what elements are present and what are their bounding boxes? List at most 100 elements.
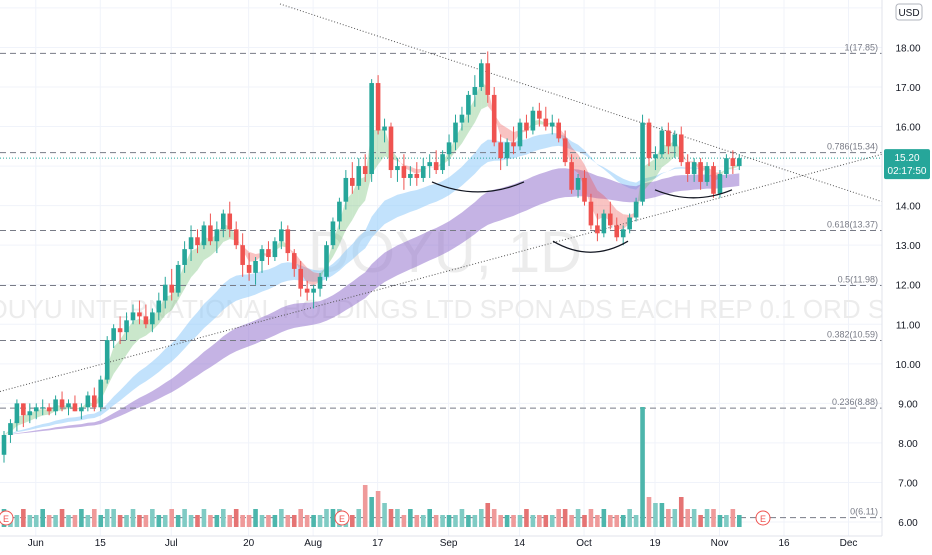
candle-body [608,213,613,226]
candle-body [304,288,310,293]
volume-bar [608,515,613,527]
volume-bar [324,509,329,527]
candle-body [137,312,142,317]
fib-level-label: 1(17.85) [844,42,878,52]
ribbon-up [120,329,127,365]
volume-bar [259,515,265,527]
volume-bar [556,509,561,527]
candle-body [646,122,652,159]
candle-body [266,249,271,258]
candle-body [420,166,426,178]
time-tick-label: Dec [840,538,858,549]
fib-level-label: 0.786(15.34) [827,142,878,152]
candle-body [530,110,536,131]
volume-bar [272,515,278,527]
volume-bar [698,515,703,527]
time-tick-label: 14 [514,538,526,549]
volume-bar [504,515,510,527]
volume-bar [246,515,252,527]
time-axis[interactable] [0,536,932,550]
volume-bar [704,509,710,527]
time-tick-label: 19 [649,538,661,549]
volume-bar [330,509,336,527]
volume-bar [491,509,497,527]
volume-bar [511,515,516,527]
ribbon-down [307,267,314,286]
volume-bar [227,515,233,527]
candle-body [730,158,736,167]
volume-bar [279,509,284,527]
candle-body [614,225,620,238]
candle-body [459,114,465,123]
time-tick-label: Nov [711,538,729,549]
candle-body [188,237,194,250]
volume-bar [466,515,471,527]
candle-body [324,245,329,277]
candle-body [678,134,684,163]
candle-body [98,379,104,408]
volume-bar [182,509,187,527]
candle-body [446,142,452,155]
candle-body [59,399,65,408]
candle-body [659,130,665,155]
ribbon-down [597,190,604,220]
price-tick-label: 13.00 [895,241,920,252]
time-tick-label: Sep [440,538,458,549]
volume-bar [266,515,271,527]
candle-body [549,122,555,127]
volume-bar [433,515,439,527]
currency-badge[interactable] [895,3,923,21]
candle-body [21,403,26,416]
earnings-marker [0,510,14,526]
volume-bar [588,509,594,527]
candle-body [466,94,471,115]
price-tick-label: 8.00 [898,439,918,450]
candle-body [640,122,645,202]
candle-body [685,162,690,174]
price-axis[interactable] [882,0,932,536]
candle-body [150,312,155,325]
candle-body [311,288,316,293]
ribbon-up [152,308,159,331]
volume-bar [395,509,400,527]
candle-body [285,229,291,254]
volume-bar [440,515,445,527]
volume-bar [459,509,465,527]
time-tick-label: 17 [372,538,384,549]
fib-level-label: 0.5(11.98) [838,275,878,285]
volume-bar [543,515,549,527]
candle-body [156,300,162,313]
candle-body [79,407,84,412]
candle-body [33,407,39,412]
volume-bar [375,491,381,527]
price-tick-label: 11.00 [896,320,921,331]
volume-bar [150,509,155,527]
volume-bar [427,509,432,527]
price-tick-label: 14.00 [895,202,920,213]
candle-body [350,177,355,186]
volume-bar [614,515,620,527]
candle-body [208,225,213,242]
volume-bar [117,515,123,527]
ribbon-up [352,179,359,221]
time-tick-label: Oct [576,538,592,549]
fib-level-label: 0.236(8.88) [832,397,878,407]
ribbon-up [474,80,482,123]
candle-body [330,221,336,246]
ribbon-up [339,199,346,245]
ribbon-up [345,192,353,230]
volume-bar [653,503,658,527]
candle-body [124,320,129,333]
candle-body [291,253,297,269]
volume-bar [240,515,245,527]
volume-bar [162,515,168,527]
volume-bar [195,515,200,527]
candle-body [633,201,639,218]
price-tick-label: 18.00 [895,43,920,54]
volume-bar [143,515,149,527]
candle-body [1,435,7,455]
ma-band-purple [4,168,740,435]
candle-body [698,162,703,182]
